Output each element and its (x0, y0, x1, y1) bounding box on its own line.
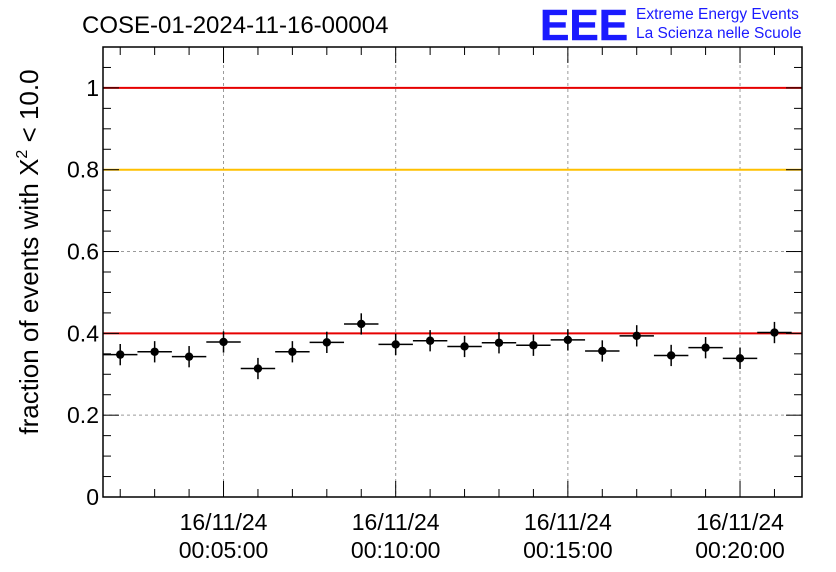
data-point (288, 347, 297, 356)
y-tick-label: 0.2 (67, 402, 99, 428)
data-point-group (550, 329, 586, 351)
y-axis-label-text: fraction of events with X2 < 10.0 (14, 69, 44, 434)
x-tick-label-date: 16/11/24 (696, 509, 784, 535)
y-tick-label: 0.8 (67, 157, 99, 183)
data-point-group (412, 330, 448, 352)
y-axis-label-superscript: 2 (14, 150, 31, 159)
x-tick-label-date: 16/11/24 (180, 509, 268, 535)
data-point (322, 338, 332, 347)
data-point-group (688, 337, 723, 359)
data-point (529, 341, 538, 350)
data-point-group (447, 335, 482, 358)
data-point-group (206, 331, 241, 353)
eee-logo-line1: Extreme Energy Events (636, 6, 799, 23)
x-tick-label-time: 00:20:00 (695, 537, 785, 563)
data-point (563, 335, 573, 345)
y-axis-label-prefix: fraction of events with (14, 176, 44, 435)
eee-logo: EEE Extreme Energy Events La Scienza nel… (540, 1, 802, 51)
data-point-group (378, 333, 413, 356)
y-tick-label: 0 (86, 484, 99, 510)
data-point-group (653, 344, 689, 367)
x-tick-label-time: 00:05:00 (179, 537, 269, 563)
axes (102, 46, 803, 498)
tick-labels: 00.20.40.60.8116/11/2400:05:0016/11/2400… (67, 75, 785, 563)
data-point-group (619, 325, 654, 347)
x-tick-label-time: 00:10:00 (351, 537, 441, 563)
chart-title: COSE-01-2024-11-16-00004 (82, 12, 388, 39)
y-tick-label: 1 (86, 75, 99, 101)
data-point-group (137, 341, 172, 363)
y-axis-label-symbol: X (14, 159, 44, 176)
data-point (666, 351, 676, 360)
data-point (494, 338, 504, 347)
data-point (701, 343, 710, 352)
data-point (735, 354, 745, 363)
data-point (253, 364, 263, 373)
data-point-group (516, 334, 551, 356)
data-point (770, 328, 779, 337)
data-point-group (309, 331, 345, 353)
data-point-group (103, 344, 138, 366)
data-point-group (722, 347, 758, 369)
x-tick-label-date: 16/11/24 (352, 509, 440, 535)
data-point (219, 337, 228, 347)
data-point (632, 331, 641, 341)
x-tick-label-time: 00:15:00 (523, 537, 613, 563)
data-points (103, 313, 792, 380)
data-point-group (481, 332, 517, 354)
data-point (116, 350, 125, 359)
eee-logo-letters: EEE (540, 1, 628, 50)
data-point-group (171, 346, 207, 368)
x-tick-label-date: 16/11/24 (524, 509, 612, 535)
data-point-group (344, 313, 379, 335)
eee-logo-line2: La Scienza nelle Scuole (636, 25, 801, 42)
data-point-group (757, 321, 792, 344)
data-point (391, 340, 400, 349)
y-axis-label-suffix: < 10.0 (14, 69, 44, 149)
data-point-group (240, 357, 276, 380)
data-point (150, 347, 159, 356)
y-tick-label: 0.4 (67, 320, 99, 346)
data-point (184, 352, 194, 361)
data-point-group (275, 341, 310, 363)
data-point (460, 342, 469, 351)
y-tick-label: 0.6 (67, 239, 99, 265)
data-point (598, 346, 607, 356)
data-point (357, 319, 366, 329)
data-point-group (585, 340, 620, 362)
data-point (425, 336, 435, 345)
y-axis-label: fraction of events with X2 < 10.0 (14, 69, 44, 434)
reference-lines (103, 86, 802, 335)
